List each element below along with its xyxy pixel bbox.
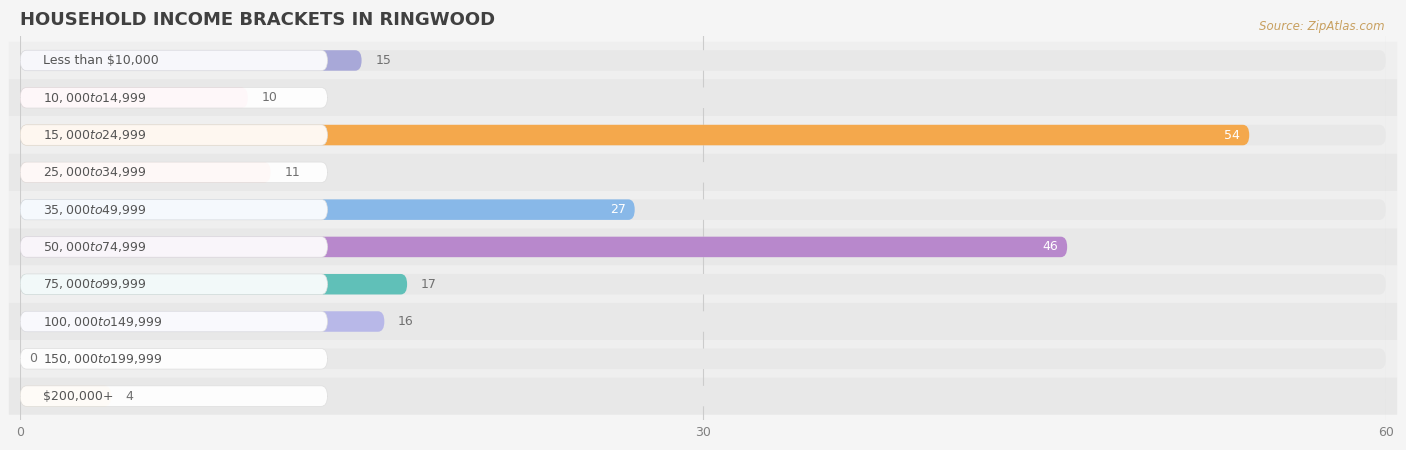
FancyBboxPatch shape (20, 349, 328, 369)
FancyBboxPatch shape (20, 237, 1386, 257)
Text: 4: 4 (125, 390, 132, 403)
FancyBboxPatch shape (8, 154, 1398, 191)
FancyBboxPatch shape (20, 125, 328, 145)
FancyBboxPatch shape (20, 311, 384, 332)
FancyBboxPatch shape (8, 228, 1398, 266)
FancyBboxPatch shape (20, 274, 1386, 294)
FancyBboxPatch shape (20, 199, 1386, 220)
Text: $25,000 to $34,999: $25,000 to $34,999 (44, 165, 146, 180)
Text: $200,000+: $200,000+ (44, 390, 114, 403)
FancyBboxPatch shape (8, 42, 1398, 79)
Text: 0: 0 (30, 352, 38, 365)
FancyBboxPatch shape (20, 386, 1386, 406)
FancyBboxPatch shape (20, 87, 328, 108)
FancyBboxPatch shape (20, 125, 1386, 145)
FancyBboxPatch shape (20, 274, 328, 294)
FancyBboxPatch shape (20, 386, 328, 406)
FancyBboxPatch shape (20, 386, 111, 406)
FancyBboxPatch shape (20, 274, 408, 294)
Text: $100,000 to $149,999: $100,000 to $149,999 (44, 315, 162, 328)
Text: 27: 27 (610, 203, 626, 216)
FancyBboxPatch shape (8, 266, 1398, 303)
FancyBboxPatch shape (20, 199, 328, 220)
FancyBboxPatch shape (20, 199, 634, 220)
Text: $150,000 to $199,999: $150,000 to $199,999 (44, 352, 162, 366)
Text: 16: 16 (398, 315, 413, 328)
FancyBboxPatch shape (20, 50, 328, 71)
FancyBboxPatch shape (8, 117, 1398, 154)
FancyBboxPatch shape (8, 79, 1398, 117)
Text: $15,000 to $24,999: $15,000 to $24,999 (44, 128, 146, 142)
FancyBboxPatch shape (20, 162, 270, 183)
Text: 17: 17 (420, 278, 437, 291)
Text: 11: 11 (284, 166, 299, 179)
FancyBboxPatch shape (20, 87, 1386, 108)
FancyBboxPatch shape (20, 87, 247, 108)
FancyBboxPatch shape (20, 50, 1386, 71)
Text: Less than $10,000: Less than $10,000 (44, 54, 159, 67)
Text: 54: 54 (1225, 129, 1240, 142)
Text: Source: ZipAtlas.com: Source: ZipAtlas.com (1260, 20, 1385, 33)
FancyBboxPatch shape (20, 125, 1250, 145)
FancyBboxPatch shape (8, 191, 1398, 228)
FancyBboxPatch shape (20, 162, 328, 183)
FancyBboxPatch shape (8, 340, 1398, 378)
FancyBboxPatch shape (20, 237, 328, 257)
Text: $10,000 to $14,999: $10,000 to $14,999 (44, 91, 146, 105)
Text: $75,000 to $99,999: $75,000 to $99,999 (44, 277, 146, 291)
Text: $50,000 to $74,999: $50,000 to $74,999 (44, 240, 146, 254)
FancyBboxPatch shape (20, 311, 1386, 332)
FancyBboxPatch shape (8, 378, 1398, 415)
FancyBboxPatch shape (8, 303, 1398, 340)
Text: 46: 46 (1042, 240, 1059, 253)
Text: $35,000 to $49,999: $35,000 to $49,999 (44, 202, 146, 216)
FancyBboxPatch shape (20, 162, 1386, 183)
FancyBboxPatch shape (20, 349, 1386, 369)
Text: 10: 10 (262, 91, 277, 104)
FancyBboxPatch shape (20, 237, 1067, 257)
FancyBboxPatch shape (20, 50, 361, 71)
Text: HOUSEHOLD INCOME BRACKETS IN RINGWOOD: HOUSEHOLD INCOME BRACKETS IN RINGWOOD (20, 11, 495, 29)
FancyBboxPatch shape (20, 311, 328, 332)
Text: 15: 15 (375, 54, 391, 67)
